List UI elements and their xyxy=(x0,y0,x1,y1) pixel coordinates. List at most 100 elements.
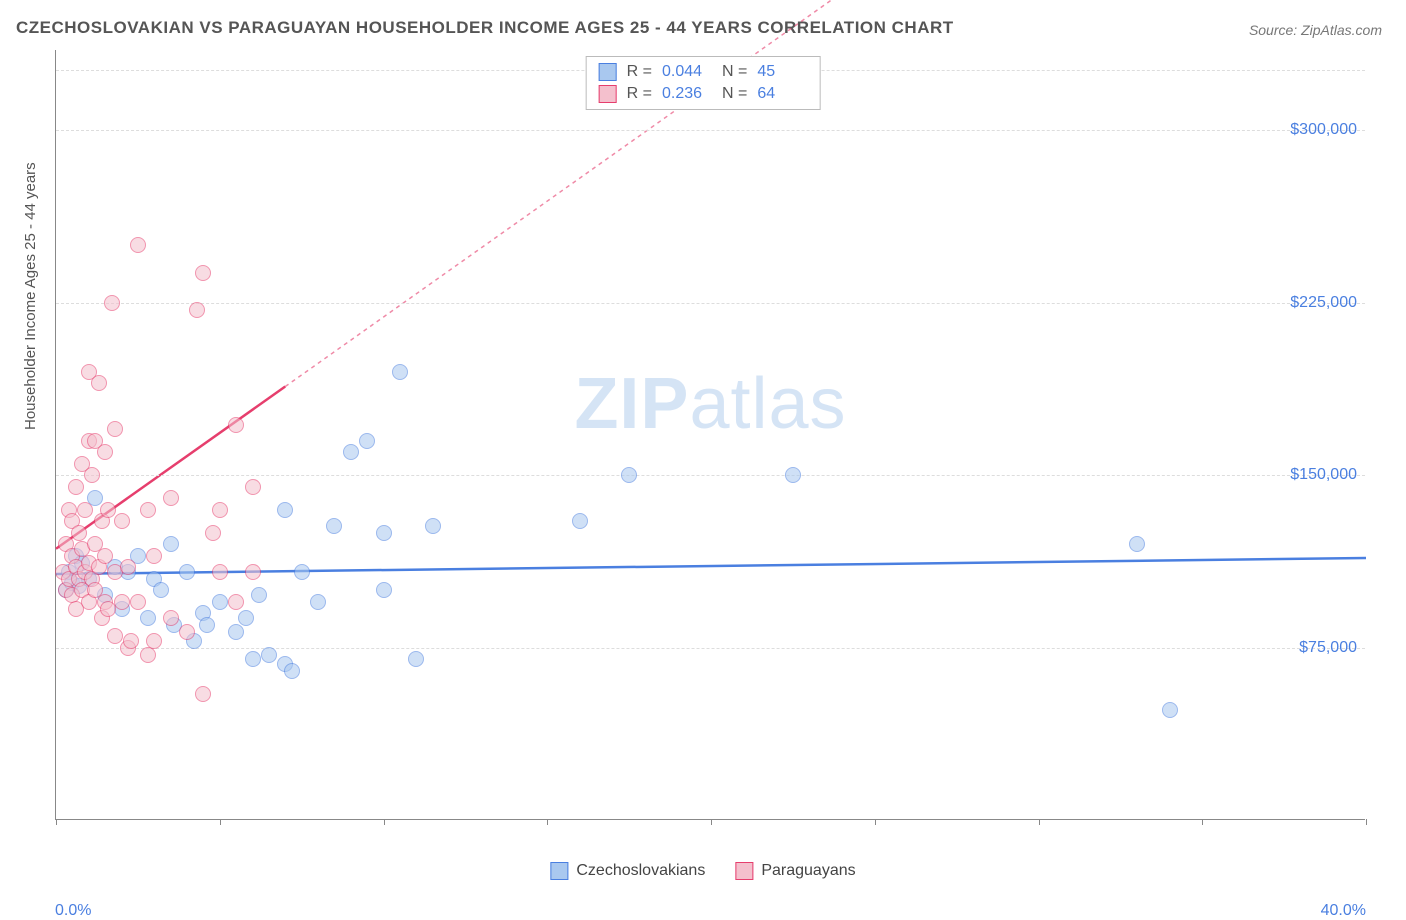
legend-series: Czechoslovakians Paraguayans xyxy=(550,862,855,880)
data-point xyxy=(97,548,113,564)
data-point xyxy=(212,564,228,580)
stat-N-value: 64 xyxy=(757,85,807,103)
gridline xyxy=(56,303,1365,304)
chart-title: CZECHOSLOVAKIAN VS PARAGUAYAN HOUSEHOLDE… xyxy=(16,18,954,38)
data-point xyxy=(107,421,123,437)
legend-swatch xyxy=(599,63,617,81)
x-tick-mark xyxy=(875,819,876,825)
data-point xyxy=(359,433,375,449)
legend-series-label: Paraguayans xyxy=(761,862,855,880)
data-point xyxy=(140,502,156,518)
data-point xyxy=(326,518,342,534)
data-point xyxy=(123,633,139,649)
watermark: ZIPatlas xyxy=(574,363,846,445)
data-point xyxy=(376,582,392,598)
x-tick-mark xyxy=(711,819,712,825)
data-point xyxy=(343,444,359,460)
stat-N-value: 45 xyxy=(757,63,807,81)
data-point xyxy=(68,479,84,495)
gridline xyxy=(56,130,1365,131)
legend-swatch xyxy=(735,862,753,880)
stat-N-label: N = xyxy=(722,85,747,103)
data-point xyxy=(261,647,277,663)
data-point xyxy=(245,479,261,495)
legend-swatch xyxy=(599,85,617,103)
data-point xyxy=(425,518,441,534)
data-point xyxy=(212,594,228,610)
data-point xyxy=(277,502,293,518)
y-tick-label: $150,000 xyxy=(1290,466,1357,484)
data-point xyxy=(130,594,146,610)
data-point xyxy=(1129,536,1145,552)
data-point xyxy=(179,564,195,580)
stat-N-label: N = xyxy=(722,63,747,81)
data-point xyxy=(107,628,123,644)
data-point xyxy=(245,651,261,667)
data-point xyxy=(294,564,310,580)
data-point xyxy=(228,417,244,433)
data-point xyxy=(195,265,211,281)
data-point xyxy=(284,663,300,679)
stat-R-value: 0.044 xyxy=(662,63,712,81)
x-tick-mark xyxy=(1039,819,1040,825)
data-point xyxy=(785,467,801,483)
x-tick-mark xyxy=(384,819,385,825)
data-point xyxy=(114,594,130,610)
data-point xyxy=(245,564,261,580)
data-point xyxy=(205,525,221,541)
legend-stat-row: R = 0.044 N = 45 xyxy=(599,61,808,83)
data-point xyxy=(392,364,408,380)
data-point xyxy=(114,513,130,529)
data-point xyxy=(212,502,228,518)
stat-R-label: R = xyxy=(627,85,652,103)
y-axis-label: Householder Income Ages 25 - 44 years xyxy=(22,162,39,430)
data-point xyxy=(163,490,179,506)
data-point xyxy=(163,610,179,626)
data-point xyxy=(153,582,169,598)
legend-series-label: Czechoslovakians xyxy=(576,862,705,880)
data-point xyxy=(1162,702,1178,718)
data-point xyxy=(251,587,267,603)
data-point xyxy=(310,594,326,610)
gridline xyxy=(56,648,1365,649)
data-point xyxy=(199,617,215,633)
legend-series-item: Paraguayans xyxy=(735,862,855,880)
data-point xyxy=(71,525,87,541)
correlation-chart: CZECHOSLOVAKIAN VS PARAGUAYAN HOUSEHOLDE… xyxy=(0,0,1406,892)
data-point xyxy=(140,610,156,626)
legend-series-item: Czechoslovakians xyxy=(550,862,705,880)
stat-R-label: R = xyxy=(627,63,652,81)
legend-stat-row: R =0.236N =64 xyxy=(599,83,808,105)
gridline xyxy=(56,475,1365,476)
data-point xyxy=(408,651,424,667)
data-point xyxy=(179,624,195,640)
y-tick-label: $75,000 xyxy=(1299,639,1357,657)
legend-stats-box: R =0.044N =45R =0.236N =64 xyxy=(586,56,821,110)
plot-area: ZIPatlas $75,000 $150,000 $225,000 $300,000 xyxy=(55,50,1365,820)
data-point xyxy=(238,610,254,626)
data-point xyxy=(84,467,100,483)
legend-swatch xyxy=(550,862,568,880)
data-point xyxy=(163,536,179,552)
data-point xyxy=(572,513,588,529)
y-tick-label: $300,000 xyxy=(1290,121,1357,139)
data-point xyxy=(100,502,116,518)
data-point xyxy=(228,594,244,610)
x-tick-mark xyxy=(220,819,221,825)
x-axis-max-label: 40.0% xyxy=(1321,902,1366,920)
data-point xyxy=(97,444,113,460)
data-point xyxy=(120,559,136,575)
data-point xyxy=(146,633,162,649)
data-point xyxy=(189,302,205,318)
x-tick-mark xyxy=(56,819,57,825)
x-axis-min-label: 0.0% xyxy=(55,902,91,920)
x-tick-mark xyxy=(1202,819,1203,825)
source-attribution: Source: ZipAtlas.com xyxy=(1249,22,1382,38)
data-point xyxy=(376,525,392,541)
data-point xyxy=(195,686,211,702)
y-tick-label: $225,000 xyxy=(1290,294,1357,312)
data-point xyxy=(91,375,107,391)
data-point xyxy=(146,548,162,564)
data-point xyxy=(77,502,93,518)
data-point xyxy=(228,624,244,640)
